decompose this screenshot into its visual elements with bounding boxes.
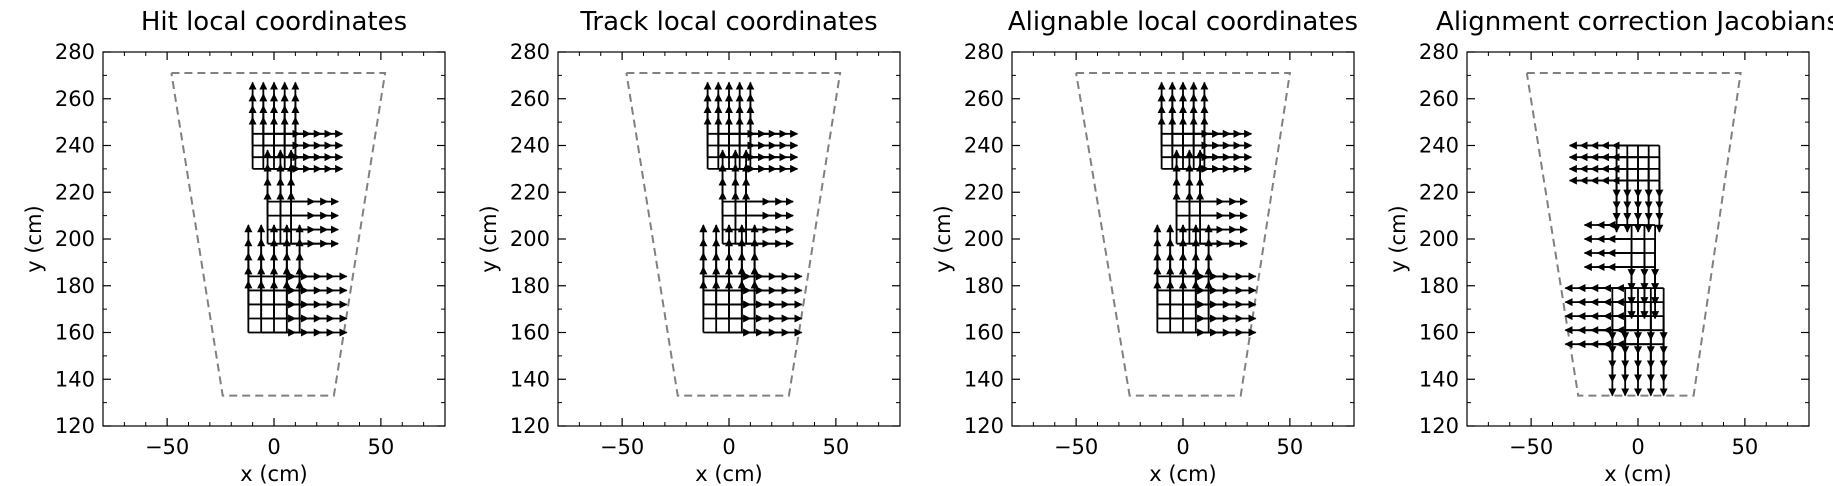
y-tick-label: 140 — [510, 367, 550, 391]
y-axis-label: y (cm) — [1386, 205, 1410, 273]
y-tick-label: 180 — [55, 274, 95, 298]
y-tick-label: 280 — [55, 40, 95, 64]
y-tick-label: 160 — [964, 321, 1004, 345]
module-outline — [625, 72, 842, 397]
y-tick-label: 260 — [55, 87, 95, 111]
chart-panel-3: −50 0 50 120 140 160 180 200 220 240 260 280Alignab… — [931, 7, 1358, 486]
y-tick-label: 200 — [510, 227, 550, 251]
y-tick-label: 160 — [1419, 321, 1459, 345]
y-tick-label: 220 — [510, 180, 550, 204]
x-tick-label: −50 — [145, 435, 189, 459]
y-tick-label: 120 — [55, 414, 95, 438]
y-tick-label: 160 — [510, 321, 550, 345]
x-tick-label: 0 — [267, 435, 280, 459]
y-tick-label: 120 — [964, 414, 1004, 438]
y-tick-label: 240 — [510, 134, 550, 158]
y-axis-label: y (cm) — [931, 205, 955, 273]
y-tick-label: 220 — [964, 180, 1004, 204]
x-tick-label: 0 — [1176, 435, 1189, 459]
module-outline — [1075, 72, 1292, 397]
x-tick-label: 50 — [823, 435, 850, 459]
x-axis-label: x (cm) — [1149, 462, 1217, 486]
x-axis-label: x (cm) — [695, 462, 763, 486]
x-axis-label: x (cm) — [1604, 462, 1672, 486]
module-outline — [170, 72, 387, 397]
y-tick-label: 140 — [1419, 367, 1459, 391]
y-tick-label: 240 — [55, 134, 95, 158]
y-tick-label: 140 — [964, 367, 1004, 391]
x-tick-label: 50 — [1277, 435, 1304, 459]
chart-title: Track local coordinates — [579, 7, 877, 37]
y-axis-label: y (cm) — [22, 205, 46, 273]
y-tick-label: 240 — [964, 134, 1004, 158]
y-tick-label: 260 — [510, 87, 550, 111]
x-tick-label: −50 — [1509, 435, 1553, 459]
module-outline — [1525, 72, 1742, 397]
y-tick-label: 260 — [964, 87, 1004, 111]
y-tick-label: 220 — [55, 180, 95, 204]
y-tick-label: 200 — [55, 227, 95, 251]
y-tick-label: 260 — [1419, 87, 1459, 111]
y-tick-label: 180 — [964, 274, 1004, 298]
chart-panel-2: −50 0 50 120 140 160 180 200 220 240 260 280 Track l… — [477, 7, 901, 486]
y-tick-label: 120 — [510, 414, 550, 438]
chart-title: Hit local coordinates — [141, 7, 407, 37]
x-tick-label: −50 — [600, 435, 644, 459]
chart-title: Alignment correction Jacobians — [1436, 7, 1833, 37]
y-tick-label: 280 — [1419, 40, 1459, 64]
x-tick-label: 50 — [1732, 435, 1759, 459]
x-tick-label: 0 — [722, 435, 735, 459]
x-tick-label: −50 — [1054, 435, 1098, 459]
y-tick-label: 240 — [1419, 134, 1459, 158]
chart-panel-1: −50 0 50 120 140 160 180 200 220 240 260 280 Hit loc… — [22, 7, 446, 486]
y-tick-label: 280 — [510, 40, 550, 64]
y-tick-label: 120 — [1419, 414, 1459, 438]
y-axis-label: y (cm) — [477, 205, 501, 273]
y-tick-label: 180 — [510, 274, 550, 298]
y-tick-label: 200 — [964, 227, 1004, 251]
y-tick-label: 160 — [55, 321, 95, 345]
y-tick-label: 280 — [964, 40, 1004, 64]
y-tick-label: 220 — [1419, 180, 1459, 204]
y-tick-label: 200 — [1419, 227, 1459, 251]
chart-title: Alignable local coordinates — [1008, 7, 1358, 37]
y-tick-label: 140 — [55, 367, 95, 391]
y-tick-label: 180 — [1419, 274, 1459, 298]
x-tick-label: 0 — [1631, 435, 1644, 459]
x-axis-label: x (cm) — [240, 462, 308, 486]
chart-panel-4: −50 0 50 120 140 160 180 200 220 240 260 280 Alignme… — [1386, 7, 1833, 486]
x-tick-label: 50 — [368, 435, 395, 459]
panels: −50 0 50 120 140 160 180 200 220 240 260 280 Hit loc… — [22, 7, 1833, 486]
